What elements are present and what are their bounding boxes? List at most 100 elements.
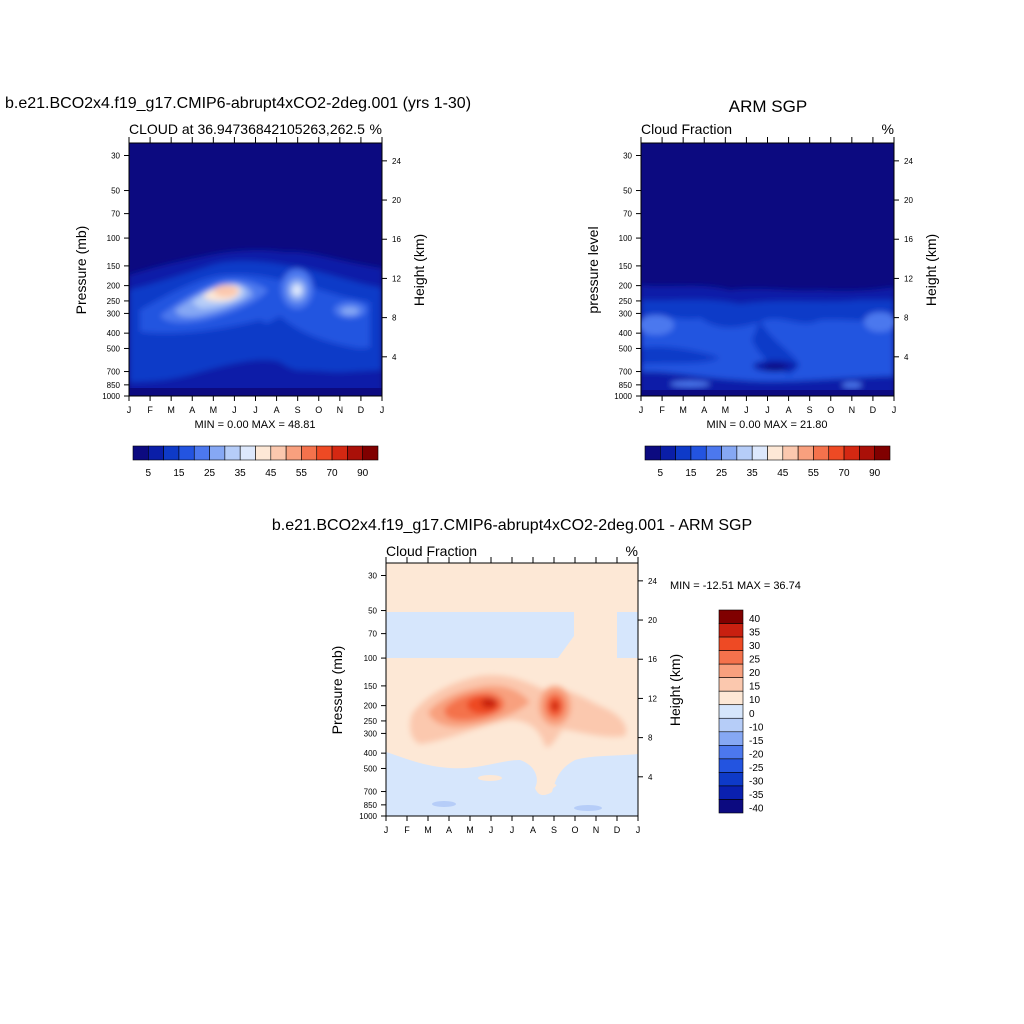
y-tick-label: 200 <box>619 282 633 291</box>
y-right-tick-label: 16 <box>904 235 913 244</box>
colorbar-swatch <box>193 445 210 461</box>
x-tick-label: S <box>295 405 301 415</box>
colorbar-swatch <box>718 799 744 814</box>
x-tick-label: J <box>636 825 641 835</box>
x-tick-label: J <box>384 825 389 835</box>
colorbar-label: 45 <box>777 468 789 479</box>
colorbar-swatch <box>797 445 814 461</box>
x-tick-label: J <box>489 825 494 835</box>
x-tick-label: M <box>679 405 687 415</box>
x-tick-label: A <box>530 825 536 835</box>
y-tick-label: 150 <box>619 262 633 271</box>
x-tick-label: M <box>167 405 175 415</box>
y-right-tick-label: 8 <box>392 314 397 323</box>
y-tick-label: 100 <box>619 234 633 243</box>
panel-c-left-string: Cloud Fraction <box>386 543 477 559</box>
colorbar-label: -20 <box>749 749 764 760</box>
colorbar-swatch <box>132 445 149 461</box>
y-tick-label: 1000 <box>359 812 377 821</box>
colorbar-swatch <box>718 731 744 746</box>
x-tick-label: J <box>232 405 237 415</box>
y-tick-label: 50 <box>623 187 632 196</box>
panel-a-y-label: Pressure (mb) <box>73 226 89 315</box>
colorbar-label: 90 <box>357 468 369 479</box>
colorbar-swatch <box>270 445 287 461</box>
y-tick-label: 700 <box>619 368 633 377</box>
panel-c-axes: J F M A M J J A S O N D J 30 50 70 100 150 200 250 300 400 500… <box>359 557 657 835</box>
panel-b-min-max: MIN = 0.00 MAX = 21.80 <box>706 419 827 431</box>
colorbar-label: 10 <box>749 695 761 706</box>
colorbar-swatch <box>767 445 784 461</box>
panel-a-y-label-right: Height (km) <box>411 234 427 306</box>
x-tick-label: O <box>571 825 578 835</box>
colorbar-swatch <box>331 445 348 461</box>
y-tick-label: 300 <box>619 309 633 318</box>
y-tick-label: 200 <box>107 282 121 291</box>
colorbar-swatch <box>178 445 195 461</box>
colorbar-label: 35 <box>747 468 759 479</box>
colorbar-swatch <box>675 445 692 461</box>
colorbar-swatch <box>239 445 256 461</box>
x-tick-label: J <box>765 405 770 415</box>
x-tick-label: S <box>807 405 813 415</box>
colorbar-swatch <box>718 704 744 719</box>
y-right-tick-label: 12 <box>392 274 401 283</box>
panel-c-y-label-right: Height (km) <box>667 654 683 726</box>
colorbar-swatch <box>859 445 875 461</box>
y-tick-label: 150 <box>107 262 121 271</box>
y-tick-label: 850 <box>619 381 633 390</box>
y-tick-label: 850 <box>107 381 121 390</box>
y-right-tick-label: 16 <box>392 235 401 244</box>
colorbar-swatch <box>813 445 830 461</box>
x-tick-label: J <box>639 405 644 415</box>
y-tick-label: 30 <box>368 572 377 581</box>
colorbar-swatch <box>828 445 845 461</box>
y-tick-label: 500 <box>107 344 121 353</box>
y-tick-label: 100 <box>107 234 121 243</box>
colorbar-label: 35 <box>235 468 247 479</box>
x-tick-label: O <box>827 405 834 415</box>
panel-a-main-title: b.e21.BCO2x4.f19_g17.CMIP6-abrupt4xCO2-2… <box>5 95 471 112</box>
x-tick-label: A <box>274 405 280 415</box>
y-tick-label: 30 <box>623 152 632 161</box>
x-tick-label: S <box>551 825 557 835</box>
x-tick-label: D <box>358 405 365 415</box>
colorbar-label: 25 <box>749 655 761 666</box>
colorbar-swatch <box>718 609 744 624</box>
x-tick-label: M <box>722 405 730 415</box>
panel-b-y-label-right: Height (km) <box>923 234 939 306</box>
panel-a-left-string: CLOUD at 36.94736842105263,262.5 <box>129 121 365 137</box>
colorbar-label: 90 <box>869 468 881 479</box>
colorbar-label: 30 <box>749 641 761 652</box>
y-right-tick-label: 24 <box>392 157 401 166</box>
panel-a: CLOUD at 36.94736842105263,262.5 % <box>73 121 427 479</box>
colorbar-label: -10 <box>749 722 764 733</box>
y-tick-label: 200 <box>364 702 378 711</box>
y-right-tick-label: 12 <box>648 694 657 703</box>
colorbar-swatch <box>718 785 744 800</box>
panel-b-units: % <box>882 121 894 137</box>
y-tick-label: 700 <box>107 368 121 377</box>
panel-a-colorbar: 5 15 25 35 45 55 70 90 <box>132 445 379 479</box>
x-tick-label: F <box>404 825 410 835</box>
colorbar-swatch <box>718 650 744 665</box>
panel-b-left-string: Cloud Fraction <box>641 121 732 137</box>
colorbar-label: 15 <box>685 468 697 479</box>
colorbar-swatch <box>718 623 744 638</box>
colorbar-label: -35 <box>749 790 764 801</box>
y-tick-label: 400 <box>619 329 633 338</box>
colorbar-swatch <box>751 445 768 461</box>
x-tick-label: J <box>744 405 749 415</box>
y-tick-label: 300 <box>107 309 121 318</box>
colorbar-swatch <box>721 445 738 461</box>
panel-c-colorbar: 40 35 30 25 20 15 10 0 -10 -15 -20 -25 -30 -35 -40 <box>718 609 764 815</box>
y-right-tick-label: 8 <box>648 734 653 743</box>
y-tick-label: 70 <box>111 210 120 219</box>
y-tick-label: 850 <box>364 801 378 810</box>
y-tick-label: 400 <box>364 749 378 758</box>
y-right-tick-label: 24 <box>904 157 913 166</box>
colorbar-label: 45 <box>265 468 277 479</box>
x-tick-label: N <box>593 825 600 835</box>
colorbar-label: 70 <box>327 468 339 479</box>
y-tick-label: 250 <box>619 297 633 306</box>
